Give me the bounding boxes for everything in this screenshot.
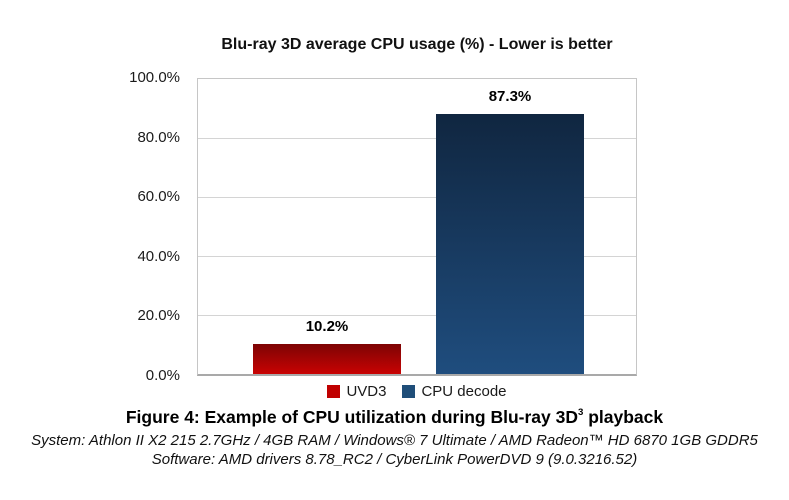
system-spec-line: System: Athlon II X2 215 2.7GHz / 4GB RA… bbox=[31, 432, 758, 449]
software-spec-line: Software: AMD drivers 8.78_RC2 / CyberLi… bbox=[151, 451, 638, 468]
y-axis-tick-label-100: 100.0% bbox=[129, 69, 180, 86]
figure-caption-suffix: playback bbox=[583, 407, 664, 427]
y-axis-tick-label-20: 20.0% bbox=[137, 307, 180, 324]
bar-value-label-uvd3: 10.2% bbox=[305, 317, 349, 335]
y-axis-tick-label-0: 0.0% bbox=[145, 367, 180, 384]
legend-label-cpu-decode: CPU decode bbox=[421, 382, 507, 400]
figure-caption: Figure 4: Example of CPU utilization dur… bbox=[0, 406, 789, 428]
y-axis-tick-label-40: 40.0% bbox=[137, 248, 180, 265]
legend-label-uvd3: UVD3 bbox=[346, 382, 387, 400]
legend: UVD3 CPU decode bbox=[197, 381, 637, 401]
legend-swatch-uvd3 bbox=[327, 384, 341, 398]
gridline-80 bbox=[198, 138, 636, 139]
plot-area: 10.2% 87.3% bbox=[197, 78, 637, 376]
legend-item-uvd3: UVD3 bbox=[327, 383, 386, 400]
legend-swatch-cpu-decode bbox=[402, 384, 416, 398]
figure-caption-footnote-marker: 3 bbox=[578, 406, 584, 418]
gridline-40 bbox=[198, 256, 636, 257]
legend-item-cpu-decode: CPU decode bbox=[402, 382, 507, 400]
bar-cpu-decode bbox=[436, 113, 584, 374]
y-axis-tick-label-80: 80.0% bbox=[137, 129, 180, 146]
bar-uvd3 bbox=[253, 343, 401, 374]
gridline-60 bbox=[198, 197, 636, 198]
y-axis-tick-label-60: 60.0% bbox=[137, 188, 180, 205]
chart-title: Blu-ray 3D average CPU usage (%) - Lower… bbox=[221, 36, 613, 53]
bar-value-label-cpu-decode: 87.3% bbox=[488, 87, 532, 105]
gridline-20 bbox=[198, 315, 636, 316]
figure-caption-text: Figure 4: Example of CPU utilization dur… bbox=[125, 407, 578, 427]
